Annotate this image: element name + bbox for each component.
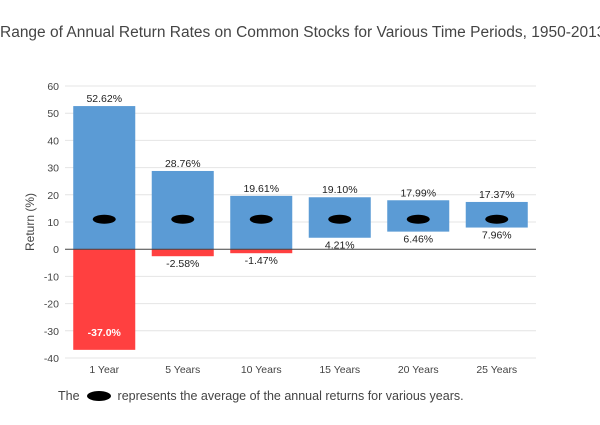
y-tick-label: -20: [44, 299, 59, 311]
data-label-high: 19.10%: [322, 184, 358, 196]
average-marker: [92, 214, 116, 224]
x-tick-label: 15 Years: [319, 364, 360, 376]
average-markers: [92, 214, 509, 224]
y-tick-label: 10: [47, 217, 59, 229]
bar-low: [73, 249, 136, 350]
data-label-low: 7.96%: [482, 230, 512, 242]
data-label-low: 4.21%: [325, 240, 355, 252]
data-label-high: 28.76%: [165, 158, 201, 170]
average-marker: [485, 214, 509, 224]
y-tick-label: 0: [53, 244, 59, 256]
average-marker-icon: [86, 391, 111, 401]
y-tick-label: 40: [47, 135, 59, 147]
x-tick-label: 20 Years: [398, 364, 439, 376]
x-tick-label: 1 Year: [89, 364, 119, 376]
y-tick-label: 30: [47, 163, 59, 175]
y-tick-label: 20: [47, 190, 59, 202]
data-label-low: -2.58%: [166, 258, 199, 270]
average-marker: [249, 214, 273, 224]
y-tick-label: 60: [47, 81, 59, 93]
footnote-text: represents the average of the annual ret…: [117, 389, 464, 403]
data-label-low: 6.46%: [403, 234, 433, 246]
bar-low: [151, 249, 214, 257]
bar-low: [230, 249, 293, 254]
average-marker: [171, 214, 195, 224]
data-label-high: 17.37%: [479, 189, 515, 201]
x-tick-label: 10 Years: [241, 364, 282, 376]
footnote-prefix: The: [58, 389, 80, 403]
bars: [73, 106, 528, 350]
data-labels: 52.62% -37.0% 28.76% -2.58% 19.61% -1.47% 19.1…: [86, 93, 514, 339]
footnote: The represents the average of the annual…: [58, 389, 464, 403]
data-label-high: 52.62%: [86, 93, 122, 105]
bar-high: [151, 170, 214, 250]
y-axis-label: Return (%): [23, 193, 37, 251]
data-label-low: -1.47%: [245, 255, 278, 267]
data-label-low: -37.0%: [88, 327, 122, 339]
data-label-high: 19.61%: [243, 183, 279, 195]
average-marker: [328, 214, 352, 224]
y-tick-label: -10: [44, 271, 59, 283]
y-tick-label: -40: [44, 353, 59, 365]
axes: -40 -30 -20 -10 0 10 20 30 40 50 60 1 Year 5 Years 10…: [44, 81, 536, 376]
x-tick-label: 5 Years: [165, 364, 200, 376]
grid-lines: [65, 85, 536, 359]
y-tick-label: 50: [47, 108, 59, 120]
average-marker: [406, 214, 430, 224]
y-tick-label: -30: [44, 326, 59, 338]
bar-high: [73, 106, 136, 250]
data-label-high: 17.99%: [400, 187, 436, 199]
x-tick-label: 25 Years: [476, 364, 517, 376]
chart-title: Range of Annual Return Rates on Common S…: [0, 24, 600, 41]
